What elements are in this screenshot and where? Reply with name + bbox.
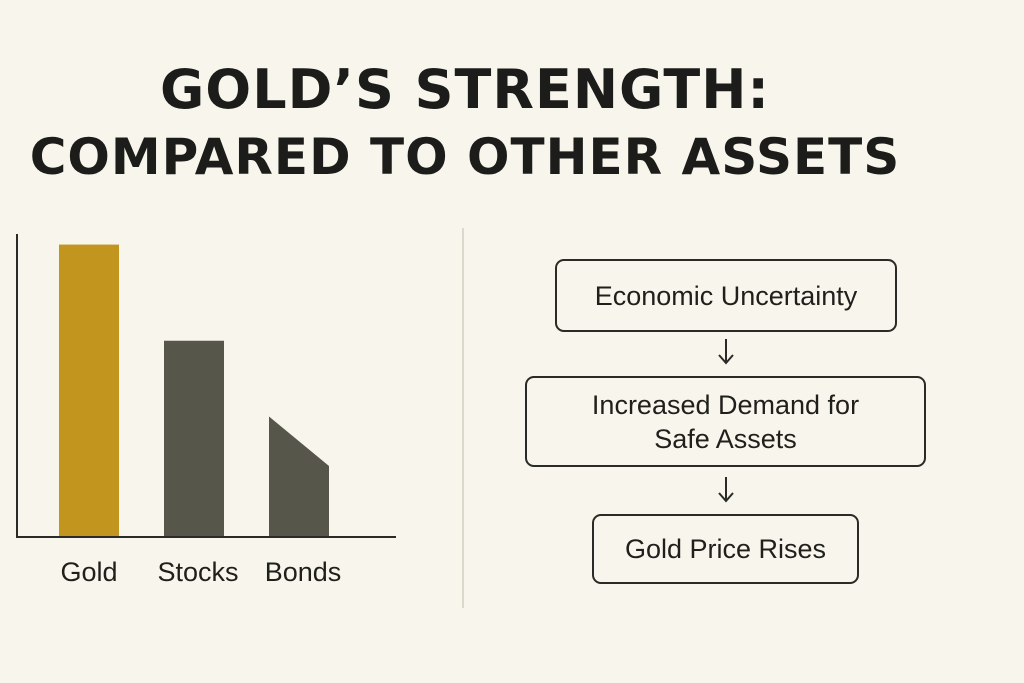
bar-gold (59, 244, 119, 537)
flow-step-label: Economic Uncertainty (594, 280, 858, 311)
tick-label-bonds: Bonds (265, 557, 342, 587)
flow-step-label: Increased Demand for Safe Assets (591, 389, 860, 454)
flow-step-gold-price-rises: Gold Price Rises (592, 514, 859, 584)
page-title-line-1: GOLD’S STRENGTH: (159, 58, 771, 121)
tick-label-gold: Gold (60, 557, 117, 587)
tick-label-stocks: Stocks (157, 557, 238, 587)
page-title-line-2: COMPARED TO OTHER ASSETS (29, 128, 901, 186)
section-divider (462, 228, 464, 608)
x-tick-labels: Gold Stocks Bonds (60, 557, 341, 587)
down-arrow-icon (718, 339, 734, 365)
bar-bonds (269, 416, 329, 536)
bar-stocks (164, 340, 224, 536)
flow-step-economic-uncertainty: Economic Uncertainty (555, 259, 897, 332)
flow-step-label: Gold Price Rises (624, 534, 827, 564)
down-arrow-icon (718, 477, 734, 503)
bar-chart: Gold Stocks Bonds (16, 234, 396, 587)
flow-step-increased-demand: Increased Demand for Safe Assets (525, 376, 926, 467)
chart-bars (59, 244, 329, 537)
